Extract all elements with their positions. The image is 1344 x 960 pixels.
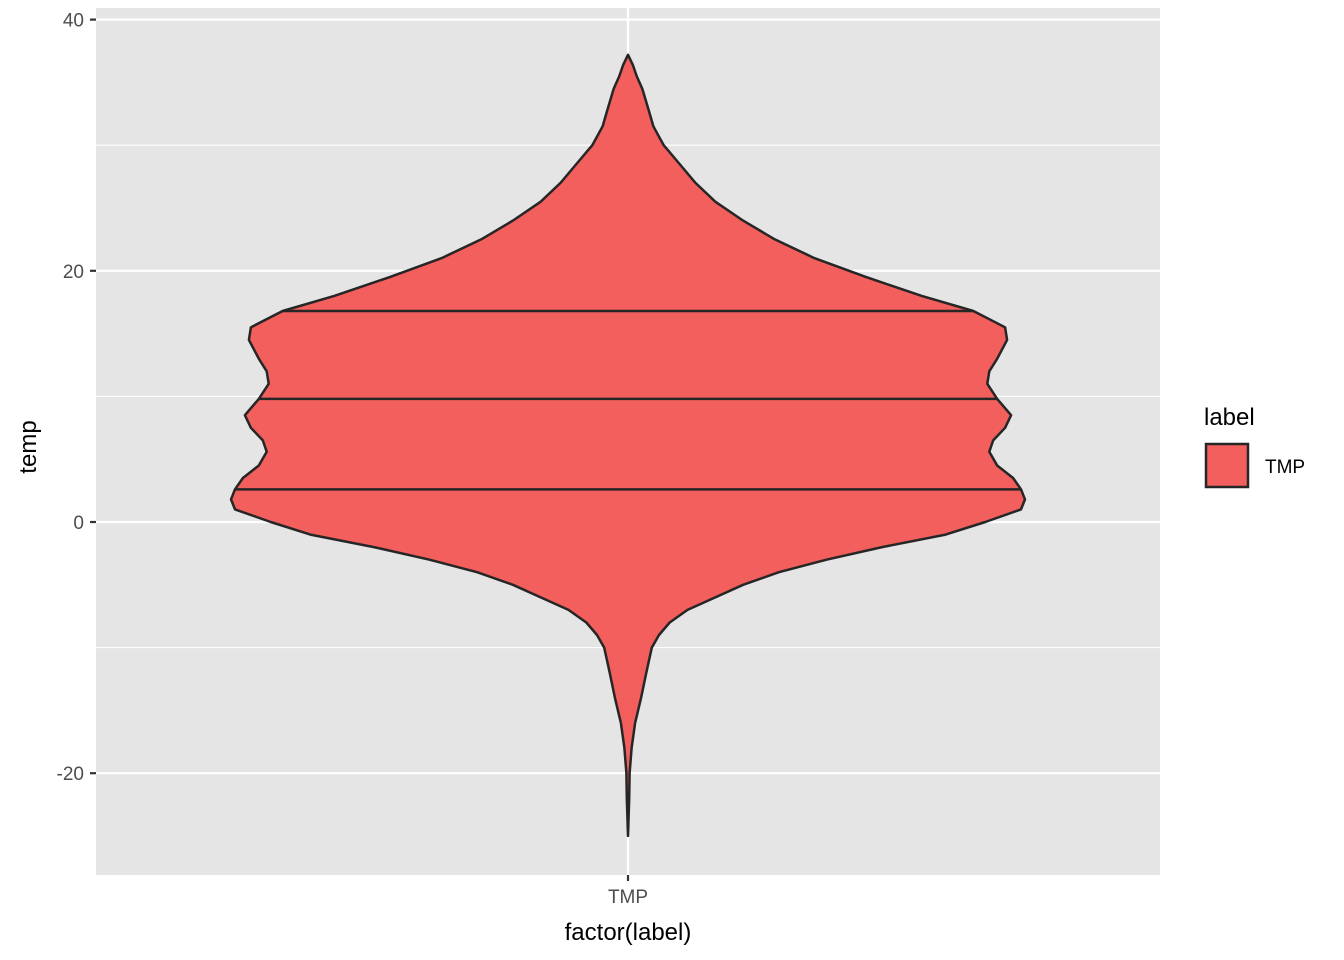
legend-label-tmp: TMP (1265, 457, 1305, 478)
legend-key-tmp (1204, 442, 1250, 489)
y-axis-title: temp (15, 420, 42, 473)
y-tick-label: -20 (57, 764, 84, 785)
violin-tmp (229, 53, 1027, 838)
violin-layer (229, 53, 1027, 838)
x-axis-title: factor(label) (565, 919, 692, 946)
x-axis: TMP (608, 875, 648, 908)
y-axis: -20 0 20 40 (57, 11, 96, 785)
x-tick-label: TMP (608, 887, 648, 908)
legend-title: label (1204, 404, 1255, 431)
legend: label TMP (1204, 404, 1305, 489)
y-tick-label: 20 (63, 262, 84, 283)
y-tick-label: 40 (63, 11, 84, 32)
y-tick-label: 0 (73, 513, 84, 534)
